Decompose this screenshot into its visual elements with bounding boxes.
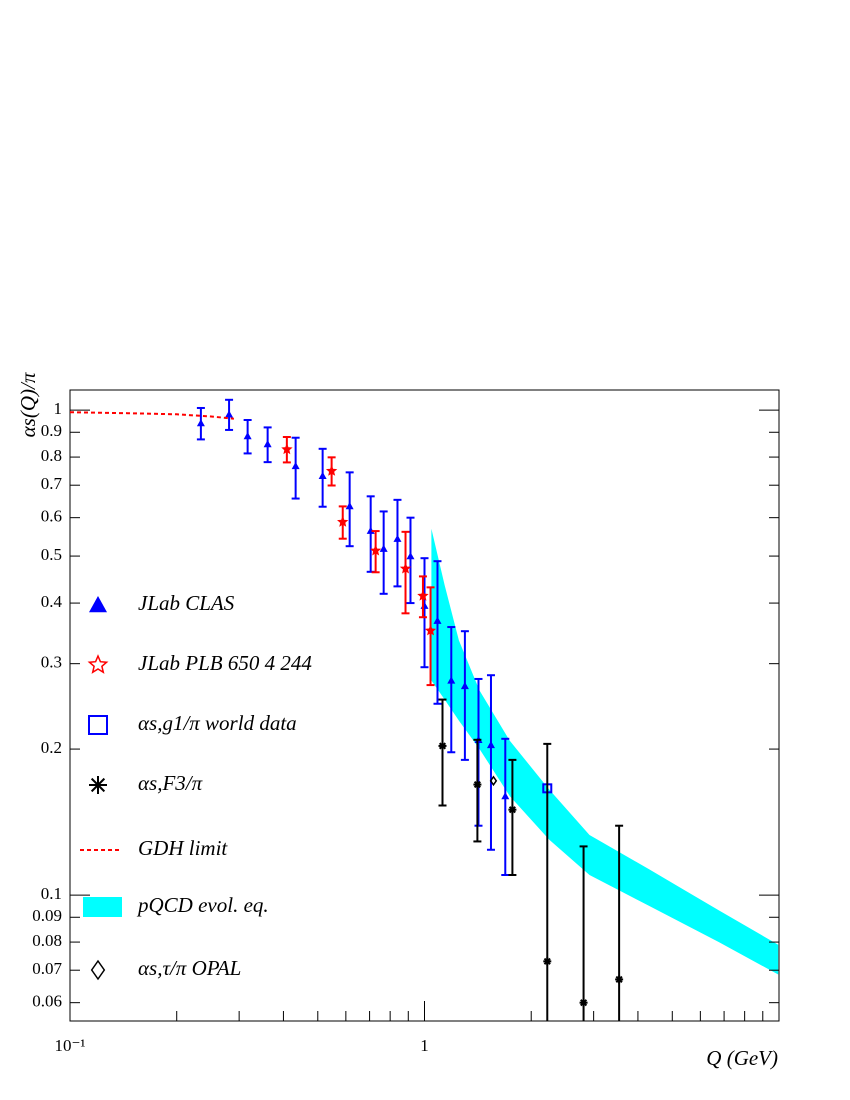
marker-stroke xyxy=(90,777,106,793)
x-tick-label: 1 xyxy=(420,1036,429,1055)
marker xyxy=(318,471,327,479)
error-bar xyxy=(543,742,552,1021)
marker xyxy=(460,681,469,690)
marker xyxy=(345,502,354,510)
error-bar xyxy=(474,677,483,827)
marker xyxy=(89,776,107,794)
marker-stroke xyxy=(508,806,516,814)
marker xyxy=(486,740,495,749)
marker-stroke xyxy=(438,742,447,750)
error-bar xyxy=(379,510,388,595)
marker xyxy=(489,775,498,787)
error-bar xyxy=(615,824,624,1021)
marker xyxy=(420,601,429,609)
error-bar xyxy=(473,738,482,843)
error-bar xyxy=(508,758,517,877)
marker xyxy=(447,676,456,684)
marker xyxy=(501,792,510,800)
marker xyxy=(438,741,447,750)
legend-label: GDH limit xyxy=(138,836,228,860)
marker xyxy=(281,443,293,455)
marker-stroke xyxy=(543,957,551,965)
error-bar xyxy=(438,698,447,807)
marker xyxy=(87,654,109,674)
x-tick-label: 10⁻¹ xyxy=(54,1036,85,1055)
error-bar xyxy=(420,557,429,669)
error-bar xyxy=(501,737,510,877)
legend-label: JLab PLB 650 4 244 xyxy=(138,651,312,675)
marker xyxy=(90,959,106,981)
plot-frame xyxy=(69,389,780,1022)
marker xyxy=(579,998,588,1007)
marker xyxy=(263,440,272,448)
y-tick-label: 0.6 xyxy=(41,507,62,526)
error-bar xyxy=(579,845,588,1021)
y-tick-label: 0.3 xyxy=(41,653,62,672)
error-bar xyxy=(393,498,402,588)
marker xyxy=(243,432,252,440)
marker-stroke xyxy=(473,781,481,789)
marker xyxy=(399,562,412,574)
line xyxy=(69,411,234,420)
error-bar xyxy=(460,630,469,761)
legend-label: αs,g1/π world data xyxy=(138,711,297,735)
marker xyxy=(225,410,234,418)
y-tick-label: 0.4 xyxy=(41,592,63,611)
error-bar xyxy=(426,586,435,687)
legend-label: JLab CLAS xyxy=(138,591,235,615)
legend-label: pQCD evol. eq. xyxy=(136,893,269,917)
y-tick-label: 0.5 xyxy=(41,545,62,564)
error-bar xyxy=(366,495,375,573)
legend-swatch xyxy=(83,897,122,917)
y-tick-label: 0.06 xyxy=(32,992,62,1011)
legend-label: αs,τ/π OPAL xyxy=(138,956,241,980)
marker xyxy=(615,975,624,984)
y-tick-label: 1 xyxy=(54,399,63,418)
y-tick-label: 0.08 xyxy=(32,931,62,950)
marker xyxy=(406,552,415,560)
marker xyxy=(89,596,107,613)
marker xyxy=(325,465,338,476)
marker xyxy=(417,589,429,601)
legend-label: αs,F3/π xyxy=(138,771,203,795)
marker xyxy=(543,957,552,966)
error-bar xyxy=(401,530,410,615)
marker xyxy=(508,805,517,814)
y-tick-label: 0.8 xyxy=(41,446,62,465)
marker xyxy=(337,515,349,527)
band xyxy=(431,528,779,975)
marker xyxy=(424,624,437,636)
marker xyxy=(379,544,388,552)
marker xyxy=(366,526,375,534)
marker xyxy=(393,534,402,542)
marker-stroke xyxy=(580,999,588,1007)
marker xyxy=(369,544,382,556)
error-bar xyxy=(406,516,415,605)
y-tick-label: 0.1 xyxy=(41,884,62,903)
error-bar xyxy=(447,626,456,754)
y-tick-label: 0.7 xyxy=(41,474,63,493)
error-bar xyxy=(433,560,442,705)
y-axis-label: αs(Q)/π xyxy=(16,372,40,437)
y-tick-label: 0.2 xyxy=(41,738,62,757)
x-axis-label: Q (GeV) xyxy=(706,1046,778,1070)
marker xyxy=(433,616,442,624)
marker xyxy=(473,780,482,789)
y-tick-label: 0.07 xyxy=(32,959,62,978)
error-bar xyxy=(345,471,354,548)
y-tick-label: 0.09 xyxy=(32,906,62,925)
marker xyxy=(291,461,300,470)
marker xyxy=(88,715,108,735)
marker-stroke xyxy=(615,975,623,983)
y-tick-label: 0.9 xyxy=(41,421,62,440)
marker xyxy=(196,419,205,427)
error-bar xyxy=(486,674,495,851)
